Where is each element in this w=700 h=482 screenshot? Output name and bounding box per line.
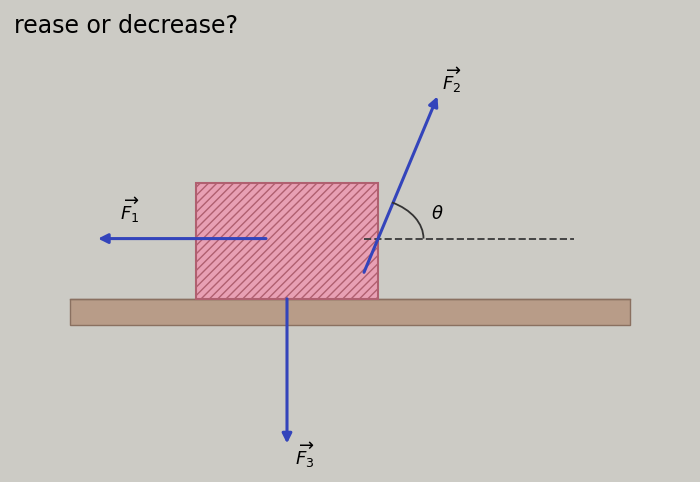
Text: $\theta$: $\theta$ — [431, 205, 444, 224]
Text: $\overrightarrow{F_3}$: $\overrightarrow{F_3}$ — [295, 441, 314, 470]
Text: $\overrightarrow{F_1}$: $\overrightarrow{F_1}$ — [120, 195, 139, 225]
Bar — [196, 183, 378, 299]
Text: $\overrightarrow{F_2}$: $\overrightarrow{F_2}$ — [442, 65, 461, 94]
Bar — [70, 299, 630, 325]
Text: rease or decrease?: rease or decrease? — [14, 14, 238, 39]
